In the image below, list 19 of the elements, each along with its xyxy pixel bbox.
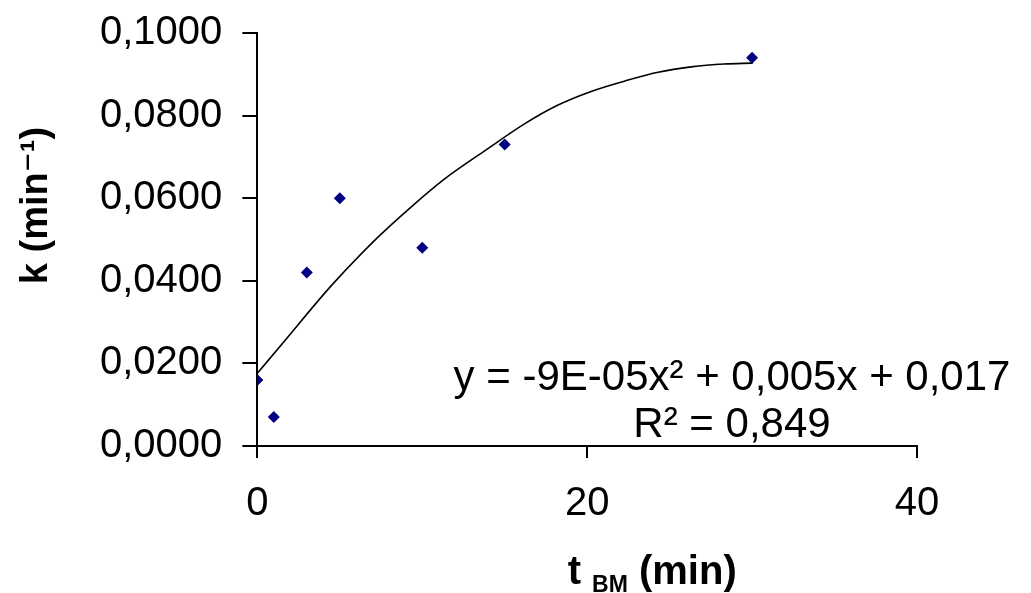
annotation: y = -9E-05x² + 0,005x + 0,017 — [453, 352, 1011, 399]
x-tick-label: 40 — [894, 479, 940, 524]
point — [333, 192, 346, 205]
point — [498, 138, 511, 151]
y-axis-title: k (min⁻¹) — [13, 126, 55, 285]
y-tick-label: 0,0000 — [100, 421, 223, 466]
y-tick-label: 0,1000 — [100, 8, 223, 53]
y-tick-label: 0,0200 — [100, 338, 223, 383]
point — [267, 411, 280, 424]
point — [416, 241, 429, 254]
x-tick-label: 20 — [564, 479, 610, 524]
point — [300, 266, 313, 279]
y-tick-label: 0,0400 — [100, 255, 223, 300]
y-tick-label: 0,0800 — [100, 90, 223, 135]
point — [746, 51, 759, 64]
y-tick-label: 0,0600 — [100, 173, 223, 218]
x-tick-label: 0 — [246, 479, 269, 524]
x-axis-title: t BM (min) — [567, 548, 737, 593]
annotation: R² = 0,849 — [633, 399, 831, 446]
